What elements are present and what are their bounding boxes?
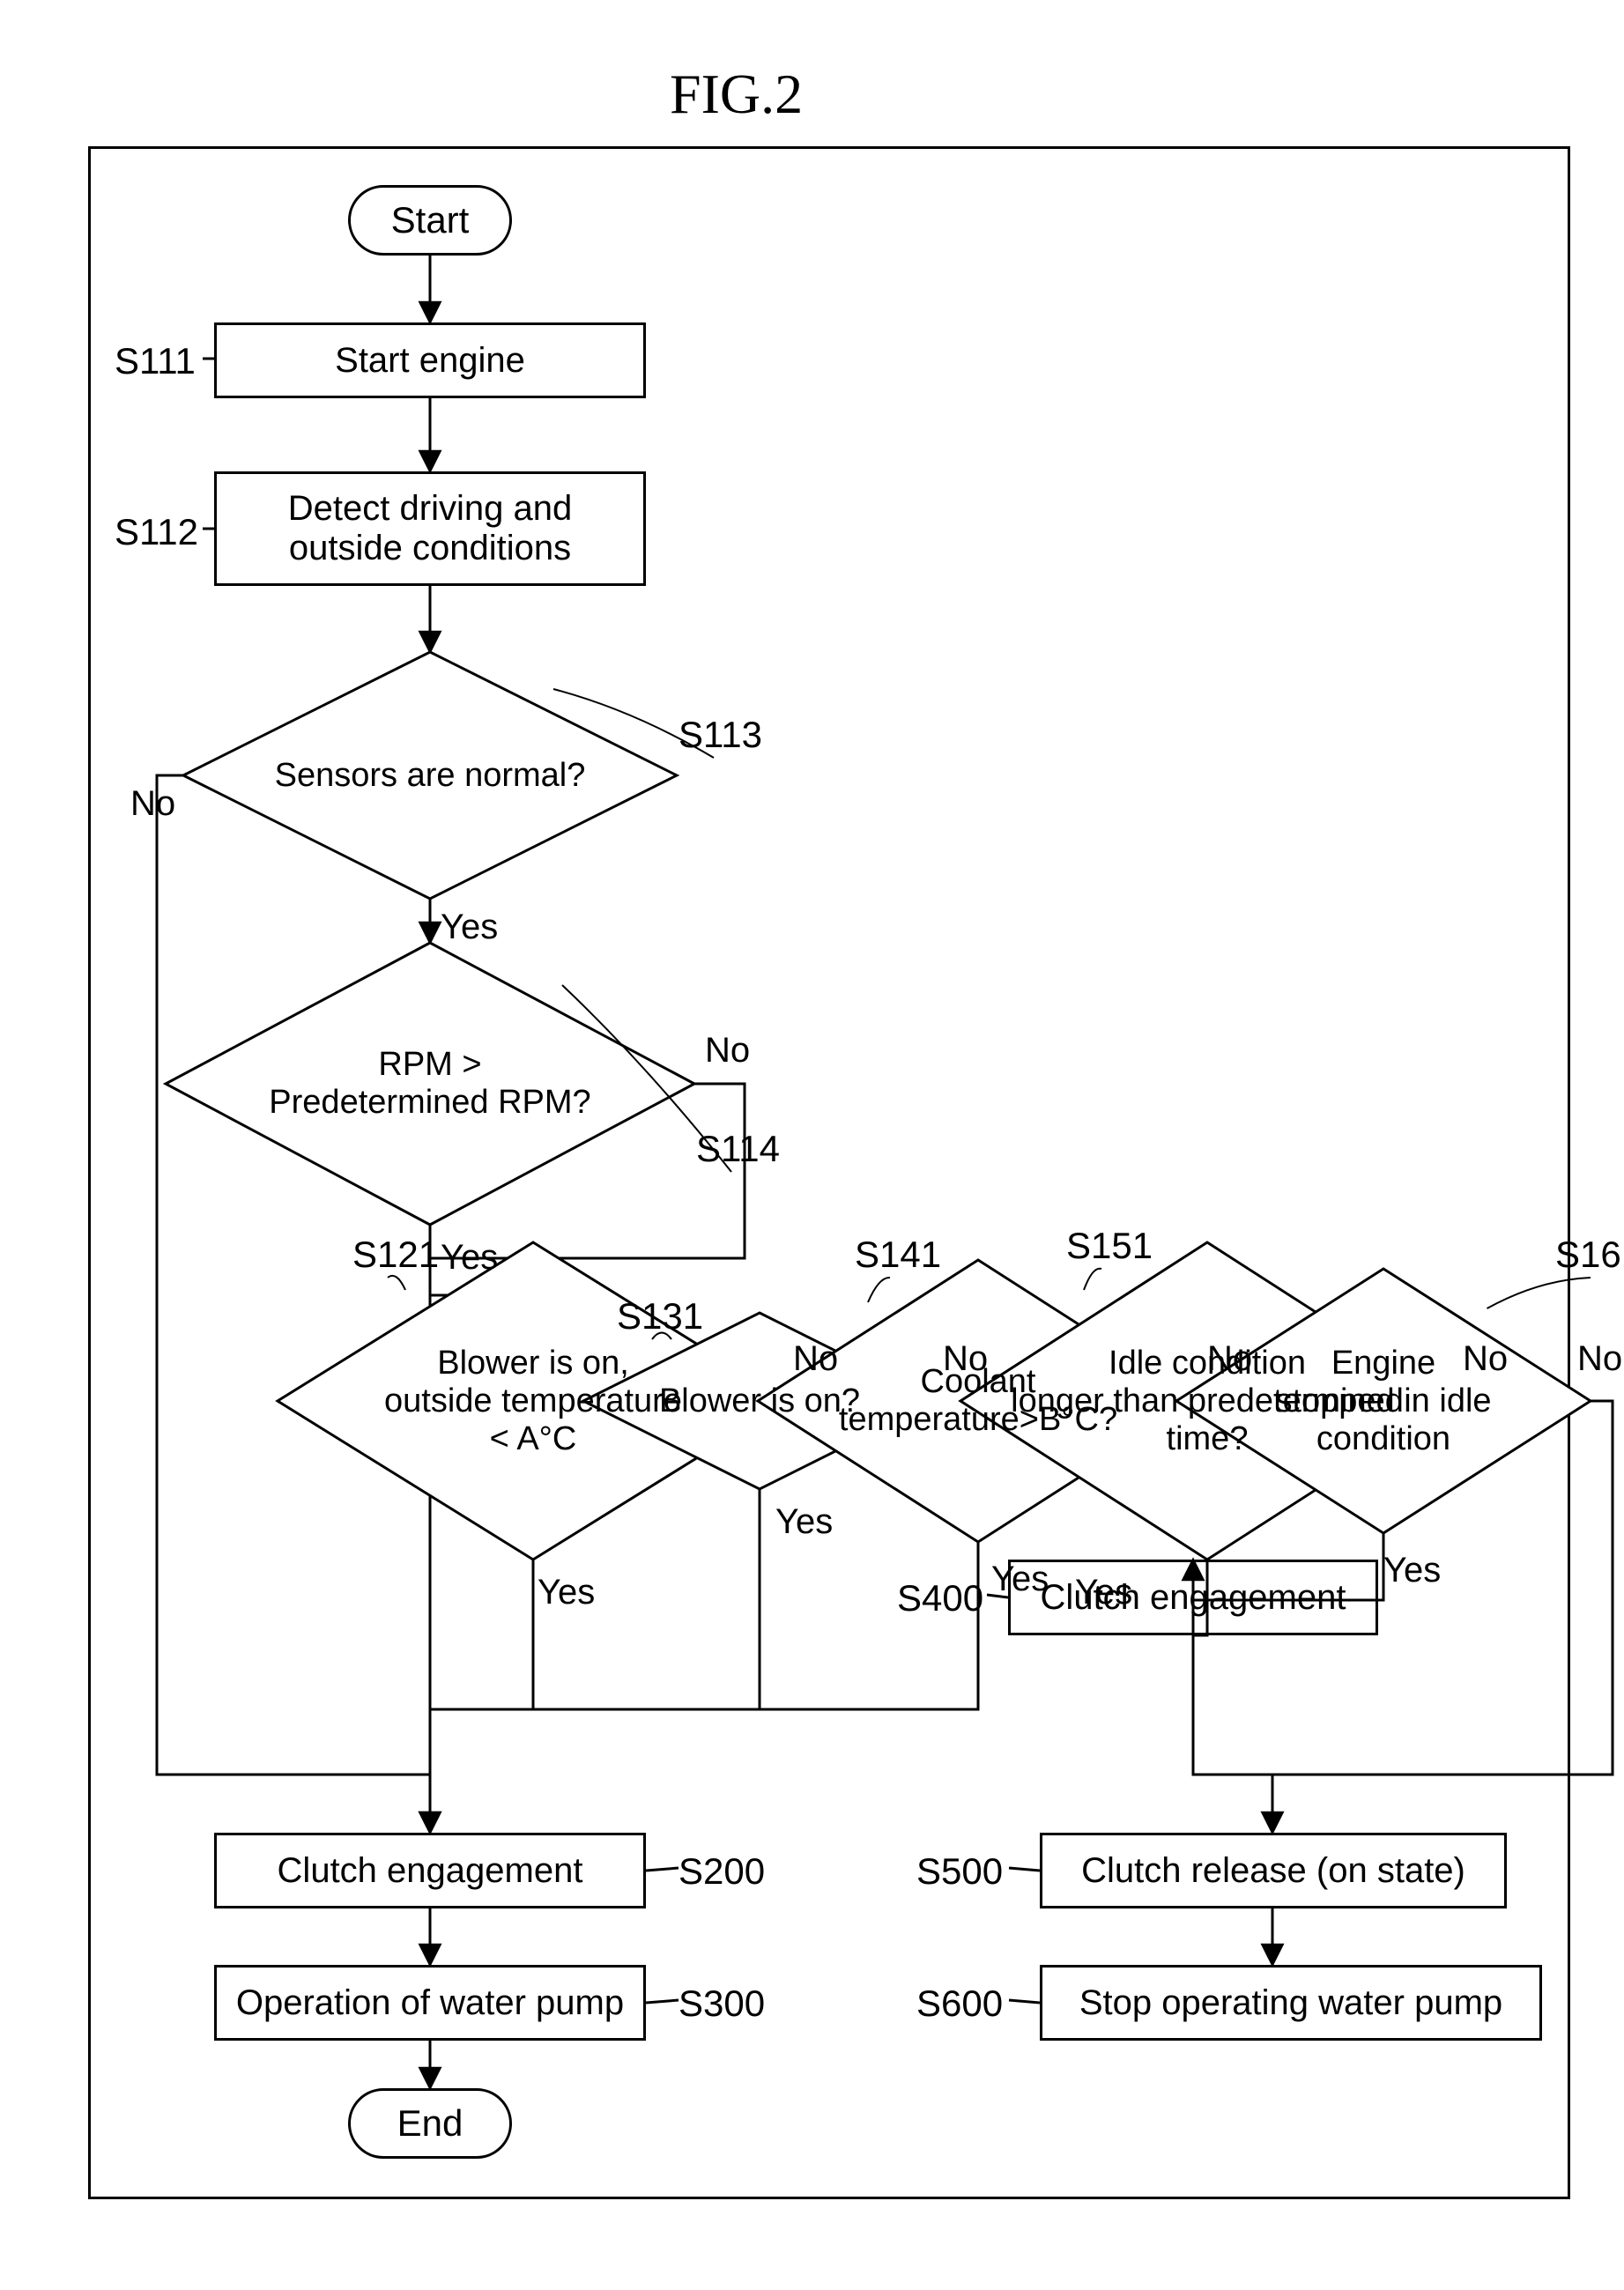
tag-s500: S500 [916,1850,1003,1893]
process-s600: Stop operating water pump [1040,1965,1542,2041]
decision-s114-label: RPM > Predetermined RPM? [166,943,694,1225]
tag-s113: S113 [679,714,762,756]
start-terminator: Start [348,185,512,256]
figure-title: FIG.2 [670,62,803,127]
tag-s400: S400 [897,1577,983,1619]
process-s111: Start engine [214,322,646,398]
process-s300-label: Operation of water pump [236,1983,624,2023]
process-s400: Clutch engagement [1008,1560,1378,1635]
end-terminator: End [348,2088,512,2159]
tag-s112: S112 [115,511,198,553]
start-label: Start [391,199,470,241]
edge-yes-s151: Yes [1075,1573,1132,1612]
process-s112-label: Detect driving and outside conditions [288,489,572,568]
decision-s113: Sensors are normal? [183,652,677,899]
decision-s161-label: Engine stopped in idle condition [1176,1269,1591,1533]
tag-s200: S200 [679,1850,765,1893]
tag-s141: S141 [855,1234,941,1276]
tag-s111: S111 [115,340,196,382]
tag-s114: S114 [696,1128,780,1170]
tag-s131: S131 [617,1295,703,1338]
edge-no-s114: No [705,1031,750,1071]
tag-s151: S151 [1066,1225,1153,1267]
end-label: End [397,2102,463,2145]
process-s200-label: Clutch engagement [278,1851,583,1891]
process-s111-label: Start engine [335,341,525,381]
tag-s300: S300 [679,1982,765,2025]
edge-yes-s141: Yes [991,1560,1049,1599]
edge-yes-s161: Yes [1383,1551,1441,1590]
tag-s161: S161 [1555,1234,1624,1276]
process-s200: Clutch engagement [214,1833,646,1908]
decision-s114: RPM > Predetermined RPM? [166,943,694,1225]
edge-no-s161: No [1577,1339,1622,1379]
decision-s113-label: Sensors are normal? [183,652,677,899]
tag-s121: S121 [352,1234,439,1276]
process-s300: Operation of water pump [214,1965,646,2041]
flowchart-canvas: FIG.2 Start End Start engine S111 Detect… [0,0,1624,2290]
process-s500: Clutch release (on state) [1040,1833,1507,1908]
process-s112: Detect driving and outside conditions [214,471,646,586]
edge-yes-s113: Yes [441,908,498,947]
tag-s600: S600 [916,1982,1003,2025]
decision-s161: Engine stopped in idle condition [1176,1269,1591,1533]
process-s500-label: Clutch release (on state) [1081,1851,1465,1891]
process-s600-label: Stop operating water pump [1079,1983,1502,2023]
edge-yes-s121: Yes [538,1573,595,1612]
edge-no-s113: No [130,784,175,824]
